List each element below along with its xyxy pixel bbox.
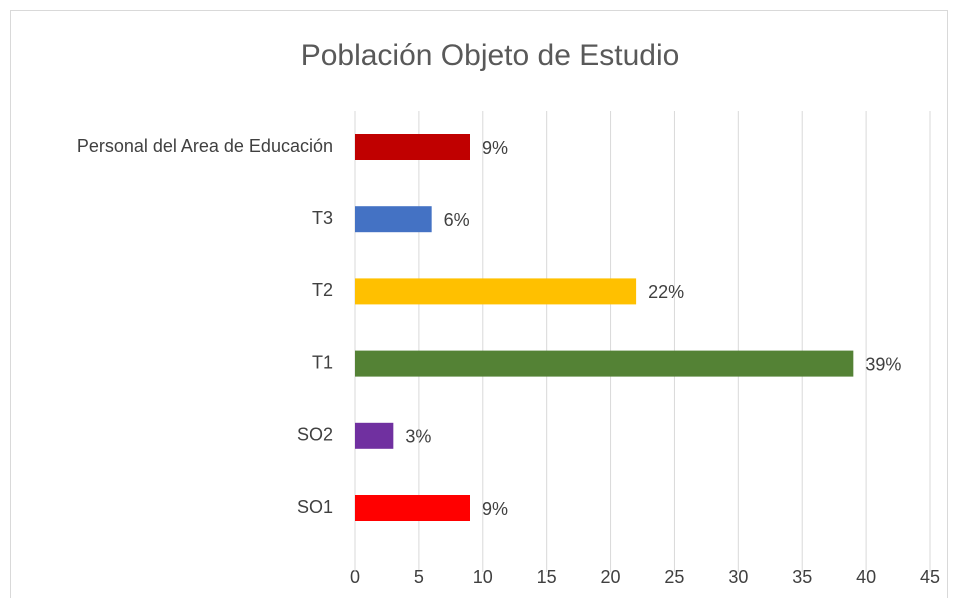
x-tick-label: 5 [414,567,424,587]
y-tick-label: T3 [312,208,333,228]
data-label: 9% [482,138,508,158]
x-tick-label: 45 [920,567,940,587]
bar [355,495,470,521]
x-tick-label: 35 [792,567,812,587]
x-tick-label: 20 [601,567,621,587]
chart-title: Población Objeto de Estudio [301,39,680,72]
x-tick-label: 40 [856,567,876,587]
y-tick-label: SO1 [297,497,333,517]
bar [355,350,854,377]
y-tick-label: T2 [312,280,333,300]
y-tick-label: T1 [312,352,333,372]
bar [355,134,470,160]
x-tick-label: 30 [728,567,748,587]
y-tick-label: SO2 [297,425,333,445]
x-tick-label: 25 [664,567,684,587]
data-label: 9% [482,499,508,519]
bar [355,278,637,305]
data-label: 39% [865,354,901,374]
bar [355,206,432,233]
data-label: 6% [444,210,470,230]
y-tick-label: Personal del Area de Educación [77,136,333,156]
bar [355,422,394,449]
x-tick-label: 10 [473,567,493,587]
data-label: 3% [405,427,431,447]
x-tick-label: 0 [350,567,360,587]
x-tick-label: 15 [537,567,557,587]
data-label: 22% [648,282,684,302]
